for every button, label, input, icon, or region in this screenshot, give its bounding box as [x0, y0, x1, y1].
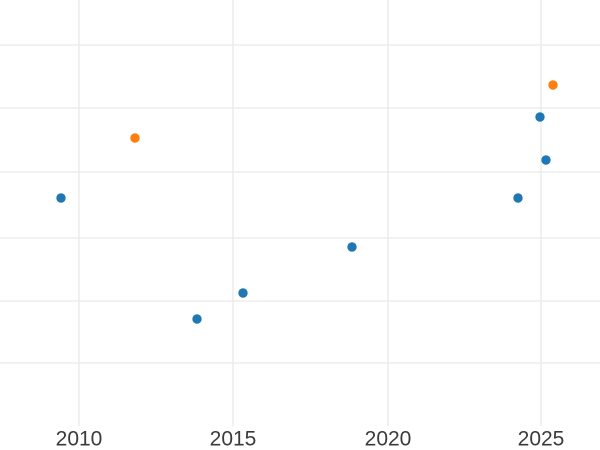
x-tick-label: 2025	[518, 428, 565, 450]
data-point-orange	[130, 133, 140, 143]
x-tick-label: 2020	[365, 428, 412, 450]
data-point-blue	[347, 242, 357, 252]
data-point-blue	[238, 288, 248, 298]
data-point-blue	[541, 155, 551, 165]
data-point-blue	[535, 112, 545, 122]
data-point-blue	[56, 193, 66, 203]
data-point-blue	[192, 314, 202, 324]
x-tick-label: 2015	[210, 428, 257, 450]
data-point-blue	[513, 193, 523, 203]
x-tick-label: 2010	[56, 428, 103, 450]
data-point-orange	[548, 80, 558, 90]
